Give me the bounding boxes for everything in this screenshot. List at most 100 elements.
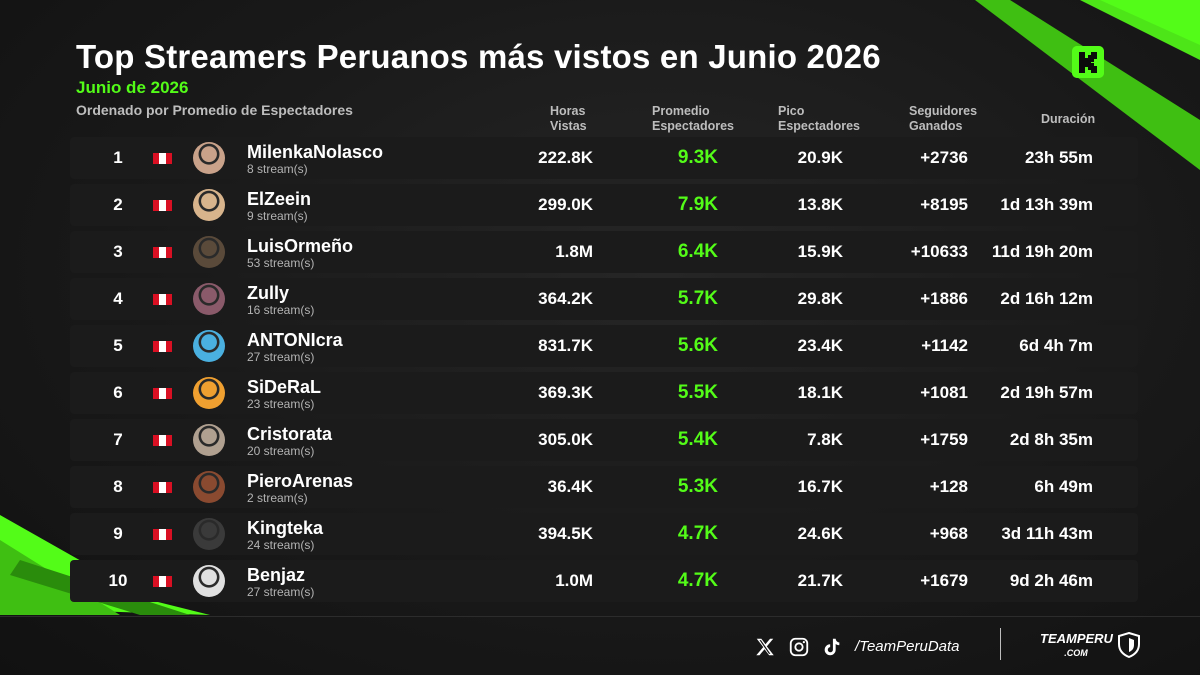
followers-gained: +968: [929, 524, 968, 543]
page-title: Top Streamers Peruanos más vistos en Jun…: [76, 38, 881, 75]
rank-number: 10: [108, 571, 128, 590]
avatar[interactable]: [193, 189, 225, 221]
rank-number: 4: [113, 289, 123, 308]
streamer-name[interactable]: Benjaz: [247, 565, 306, 585]
table-row[interactable]: 3 LuisOrmeño 53 stream(s) 1.8M 6.4K 15.9K +106…: [70, 231, 1138, 273]
stream-count: 53 stream(s): [247, 256, 315, 270]
peak-viewers: 13.8K: [797, 195, 843, 214]
peru-flag-icon: [153, 341, 172, 352]
peru-flag-icon: [153, 482, 172, 493]
streamer-name[interactable]: Cristorata: [247, 424, 333, 444]
table-row[interactable]: 8 PieroArenas 2 stream(s) 36.4K 5.3K 16.7K +12…: [70, 466, 1138, 508]
stream-duration: 23h 55m: [1024, 148, 1093, 167]
rank-number: 8: [113, 477, 123, 496]
peru-flag-icon: [153, 388, 172, 399]
peak-viewers: 21.7K: [797, 571, 843, 590]
avatar[interactable]: [193, 518, 225, 550]
streamer-name[interactable]: Kingteka: [247, 518, 324, 538]
stream-count: 23 stream(s): [247, 397, 315, 411]
followers-gained: +1886: [920, 289, 968, 308]
hours-watched: 831.7K: [538, 336, 593, 355]
hours-watched: 36.4K: [547, 477, 593, 496]
hours-watched: 222.8K: [538, 148, 593, 167]
tiktok-icon[interactable]: [821, 636, 843, 658]
stream-duration: 1d 13h 39m: [1000, 195, 1093, 214]
avatar[interactable]: [193, 377, 225, 409]
table-row[interactable]: 9 Kingteka 24 stream(s) 394.5K 4.7K 24.6K +968…: [70, 513, 1138, 555]
column-header-duration: Duración: [1041, 112, 1095, 127]
avatar[interactable]: [193, 330, 225, 362]
followers-gained: +1759: [920, 430, 968, 449]
avatar[interactable]: [193, 142, 225, 174]
peru-flag-icon: [153, 529, 172, 540]
followers-gained: +1679: [920, 571, 968, 590]
table-row[interactable]: 5 ANTONIcra 27 stream(s) 831.7K 5.6K 23.4K +11…: [70, 325, 1138, 367]
average-viewers: 4.7K: [677, 570, 718, 591]
column-header-followers-label: Seguidores Ganados: [909, 104, 978, 133]
streamer-name[interactable]: SiDeRaL: [247, 377, 322, 397]
average-viewers: 5.4K: [677, 429, 718, 450]
stream-duration: 9d 2h 46m: [1009, 571, 1093, 590]
social-handle[interactable]: /TeamPeruData: [855, 638, 960, 655]
peak-viewers: 24.6K: [797, 524, 843, 543]
streamer-name[interactable]: LuisOrmeño: [247, 236, 354, 256]
table-row[interactable]: 10 Benjaz 27 stream(s) 1.0M 4.7K 21.7K +1679 9d…: [70, 560, 1138, 602]
average-viewers: 4.7K: [677, 523, 718, 544]
peru-flag-icon: [153, 153, 172, 164]
column-header-hours-label: Horas Vistas: [550, 104, 587, 133]
table-row[interactable]: 2 ElZeein 9 stream(s) 299.0K 7.9K 13.8K +8195 1…: [70, 184, 1138, 226]
avatar[interactable]: [193, 471, 225, 503]
hours-watched: 1.0M: [555, 571, 593, 590]
streamer-name[interactable]: MilenkaNolasco: [247, 142, 384, 162]
peak-viewers: 16.7K: [797, 477, 843, 496]
stream-duration: 2d 19h 57m: [1000, 383, 1093, 402]
rank-number: 9: [113, 524, 123, 543]
stream-count: 27 stream(s): [247, 350, 315, 364]
rank-number: 5: [113, 336, 123, 355]
followers-gained: +2736: [920, 148, 968, 167]
stream-duration: 6h 49m: [1034, 477, 1093, 496]
streamer-name[interactable]: ANTONIcra: [247, 330, 343, 350]
followers-gained: +10633: [910, 242, 968, 261]
brand-name: TEAMPERU .COM: [1040, 632, 1113, 660]
stream-count: 16 stream(s): [247, 303, 315, 317]
footer-divider: [0, 616, 1200, 617]
ranking-table: 1 MilenkaNolasco 8 stream(s) 222.8K 9.3K 20.9…: [70, 137, 1138, 607]
streamer-name[interactable]: ElZeein: [247, 189, 312, 209]
peak-viewers: 7.8K: [807, 430, 843, 449]
table-row[interactable]: 6 SiDeRaL 23 stream(s) 369.3K 5.5K 18.1K +1081…: [70, 372, 1138, 414]
rank-number: 2: [113, 195, 123, 214]
peru-flag-icon: [153, 200, 172, 211]
streamer-name[interactable]: PieroArenas: [247, 471, 354, 491]
stream-duration: 2d 8h 35m: [1009, 430, 1093, 449]
table-row[interactable]: 7 Cristorata 20 stream(s) 305.0K 5.4K 7.8K +17…: [70, 419, 1138, 461]
x-icon[interactable]: [754, 636, 776, 658]
column-header-peak: Pico Espectadores: [778, 104, 860, 134]
instagram-icon[interactable]: [788, 636, 810, 658]
stream-duration: 11d 19h 20m: [991, 242, 1093, 261]
peru-flag-icon: [153, 247, 172, 258]
period-subtitle: Junio de 2026: [76, 78, 189, 97]
average-viewers: 5.3K: [677, 476, 718, 497]
stream-duration: 3d 11h 43m: [1001, 524, 1093, 543]
rank-number: 3: [113, 242, 123, 261]
average-viewers: 5.5K: [677, 382, 718, 403]
avatar[interactable]: [193, 236, 225, 268]
average-viewers: 6.4K: [677, 241, 718, 262]
peru-flag-icon: [153, 435, 172, 446]
average-viewers: 5.6K: [677, 335, 718, 356]
table-row[interactable]: 1 MilenkaNolasco 8 stream(s) 222.8K 9.3K 20.9…: [70, 137, 1138, 179]
peak-viewers: 23.4K: [797, 336, 843, 355]
avatar[interactable]: [193, 424, 225, 456]
avatar[interactable]: [193, 565, 225, 597]
streamer-name[interactable]: Zully: [247, 283, 290, 303]
footer-separator: [1000, 628, 1001, 660]
stream-count: 27 stream(s): [247, 585, 315, 599]
column-header-avg: Promedio Espectadores: [652, 104, 734, 134]
avatar[interactable]: [193, 283, 225, 315]
column-header-hours: Horas Vistas: [550, 104, 587, 134]
brand-sub-label: .COM: [1064, 648, 1088, 658]
table-row[interactable]: 4 Zully 16 stream(s) 364.2K 5.7K 29.8K +1886 2d…: [70, 278, 1138, 320]
stream-duration: 6d 4h 7m: [1019, 336, 1093, 355]
